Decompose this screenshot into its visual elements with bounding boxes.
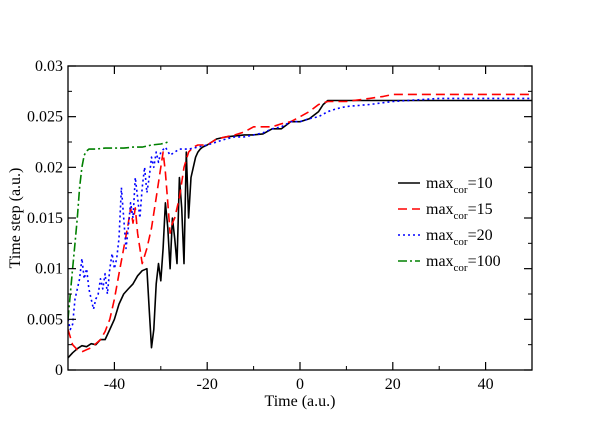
series-layer	[68, 93, 532, 359]
legend-label-main: max	[426, 175, 454, 192]
legend-label-subscript: cor	[454, 210, 468, 222]
legend-label: maxcor=20	[426, 227, 493, 248]
legend-label-main: max	[426, 227, 454, 244]
y-tick-label: 0.025	[27, 109, 63, 126]
y-axis-ticks: 0 0.005 0.01 0.015 0.02 0.025 0.03	[27, 58, 532, 379]
legend-label: maxcor=100	[426, 253, 501, 274]
x-tick-label: -40	[104, 376, 125, 393]
legend-label-suffix: =15	[468, 201, 493, 218]
series-line-2	[68, 93, 532, 353]
x-axis-label: Time (a.u.)	[265, 393, 336, 410]
y-tick-label: 0.02	[35, 159, 63, 176]
legend-label: maxcor=15	[426, 201, 493, 222]
legend-label-subscript: cor	[454, 262, 468, 274]
y-tick-label: 0.015	[27, 210, 63, 227]
series-line-3	[68, 97, 532, 331]
legend-item: maxcor=10	[398, 175, 493, 196]
x-tick-label: -20	[197, 376, 218, 393]
legend-item: maxcor=100	[398, 253, 501, 274]
legend-label-main: max	[426, 253, 454, 270]
series-line-1	[68, 99, 532, 359]
series-line-4	[68, 141, 169, 320]
legend-label-subscript: cor	[454, 236, 468, 248]
legend-item: maxcor=20	[398, 227, 493, 248]
y-tick-label: 0.01	[35, 261, 63, 278]
legend-item: maxcor=15	[398, 201, 493, 222]
legend-label: maxcor=10	[426, 175, 493, 196]
x-tick-label: 0	[296, 376, 304, 393]
x-tick-label: 20	[385, 376, 401, 393]
legend-label-suffix: =10	[468, 175, 493, 192]
legend-label-main: max	[426, 201, 454, 218]
x-axis-ticks: -40 -20 0 20 40	[67, 66, 533, 393]
y-tick-label: 0.005	[27, 311, 63, 328]
legend-label-suffix: =100	[468, 253, 501, 270]
x-tick-label: 40	[478, 376, 494, 393]
legend-label-subscript: cor	[454, 184, 468, 196]
y-axis-label: Time step (a.u.)	[7, 168, 24, 269]
legend-label-suffix: =20	[468, 227, 493, 244]
y-tick-label: 0	[55, 362, 63, 379]
y-tick-label: 0.03	[35, 58, 63, 75]
